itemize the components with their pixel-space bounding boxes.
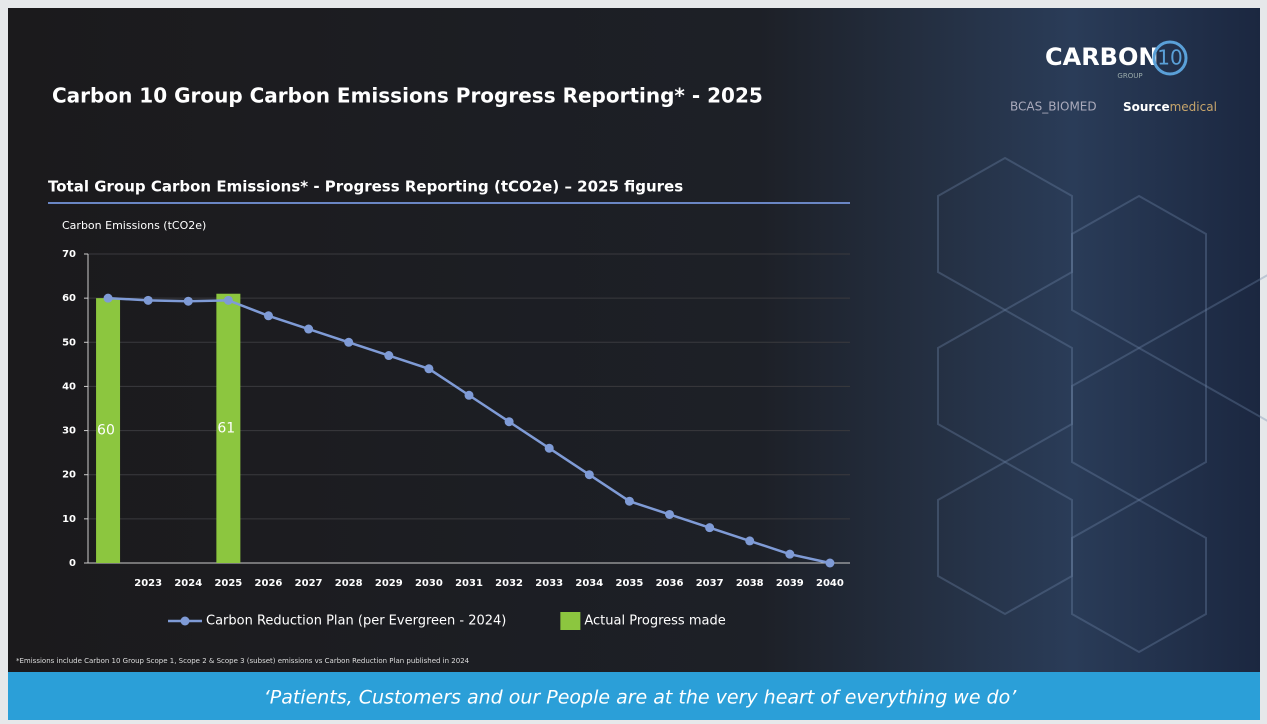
- x-tick-label: 2039: [776, 578, 804, 589]
- x-tick-label: 2030: [415, 578, 443, 589]
- x-tick-label: 2023: [134, 578, 162, 589]
- legend-marker: [181, 617, 190, 626]
- line-point: [224, 296, 233, 305]
- bar-value-label: 61: [217, 420, 235, 436]
- line-point: [104, 294, 113, 303]
- y-tick-label: 50: [62, 337, 76, 348]
- line-point: [505, 417, 514, 426]
- line-point: [825, 559, 834, 568]
- x-tick-label: 2031: [455, 578, 483, 589]
- x-tick-label: 2036: [656, 578, 684, 589]
- logo-word: CARBON: [1045, 43, 1158, 71]
- y-tick-label: 10: [62, 514, 76, 525]
- line-point: [144, 296, 153, 305]
- x-tick-label: 2032: [495, 578, 523, 589]
- line-point: [625, 497, 634, 506]
- x-tick-label: 2037: [696, 578, 724, 589]
- bar-value-label: 60: [97, 423, 115, 439]
- slide-title: Carbon 10 Group Carbon Emissions Progres…: [52, 84, 763, 108]
- logo-number: 10: [1157, 46, 1182, 70]
- legend-label: Actual Progress made: [584, 614, 725, 629]
- x-tick-label: 2033: [535, 578, 563, 589]
- y-tick-label: 40: [62, 381, 76, 392]
- banner-text: ‘Patients, Customers and our People are …: [264, 687, 1018, 709]
- partner-light: medical: [1170, 100, 1217, 114]
- x-tick-label: 2027: [295, 578, 323, 589]
- y-tick-label: 30: [62, 426, 76, 437]
- line-point: [585, 470, 594, 479]
- page: Carbon 10 Group Carbon Emissions Progres…: [0, 0, 1267, 720]
- x-tick-label: 2028: [335, 578, 363, 589]
- line-point: [424, 364, 433, 373]
- line-point: [384, 351, 393, 360]
- partner-logo: Sourcemedical: [1123, 100, 1217, 114]
- line-point: [705, 523, 714, 532]
- legend-label: Carbon Reduction Plan (per Evergreen - 2…: [206, 614, 506, 629]
- line-point: [264, 311, 273, 320]
- y-axis-label: Carbon Emissions (tCO2e): [62, 219, 206, 232]
- partner-bold: Source: [1123, 100, 1170, 114]
- y-tick-label: 70: [62, 249, 76, 260]
- chart-title: Total Group Carbon Emissions* - Progress…: [48, 178, 683, 196]
- line-point: [304, 325, 313, 334]
- x-tick-label: 2034: [575, 578, 603, 589]
- x-tick-label: 2029: [375, 578, 403, 589]
- x-tick-label: 2024: [174, 578, 202, 589]
- x-tick-label: 2038: [736, 578, 764, 589]
- slide: Carbon 10 Group Carbon Emissions Progres…: [0, 0, 1267, 720]
- x-tick-label: 2025: [214, 578, 242, 589]
- line-point: [465, 391, 474, 400]
- y-tick-label: 20: [62, 470, 76, 481]
- line-point: [785, 550, 794, 559]
- y-tick-label: 60: [62, 293, 76, 304]
- x-tick-label: 2040: [816, 578, 844, 589]
- x-tick-label: 2026: [255, 578, 283, 589]
- partner-logo: BCAS_BIOMED: [1010, 100, 1097, 114]
- line-point: [545, 444, 554, 453]
- line-point: [344, 338, 353, 347]
- line-point: [745, 536, 754, 545]
- logo-group: GROUP: [1117, 72, 1142, 80]
- footnote: *Emissions include Carbon 10 Group Scope…: [16, 657, 470, 665]
- line-point: [665, 510, 674, 519]
- legend-swatch: [560, 612, 580, 630]
- x-tick-label: 2035: [615, 578, 643, 589]
- line-point: [184, 297, 193, 306]
- y-tick-label: 0: [69, 558, 76, 569]
